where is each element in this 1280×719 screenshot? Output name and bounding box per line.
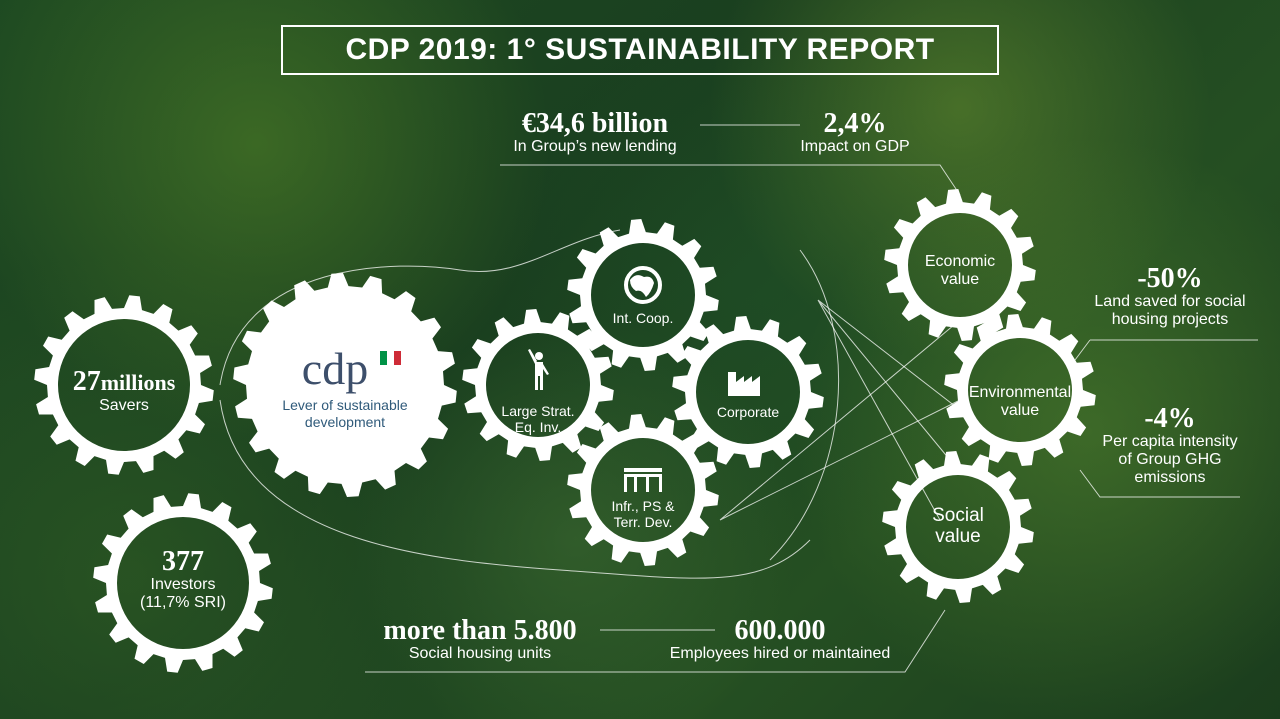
label-line: Infr., PS &: [611, 498, 675, 514]
stat-value: -50%: [1137, 263, 1203, 294]
stat-ghg: -4% Per capita intensity of Group GHG em…: [1080, 405, 1260, 487]
label-line: Eq. Inv.: [514, 419, 562, 435]
gear-social: [882, 451, 1034, 603]
stat-employees: 600.000 Employees hired or maintained: [645, 617, 915, 663]
label-line: Large Strat.: [501, 403, 575, 419]
globe-icon: [624, 266, 662, 304]
stat-label: housing projects: [1111, 311, 1229, 328]
stat-housing: more than 5.800 Social housing units: [360, 617, 600, 663]
person-icon: [528, 349, 549, 390]
stat-value: 600.000: [734, 615, 826, 646]
gear-environmental: [944, 314, 1096, 466]
stat-label: Land saved for social: [1094, 293, 1246, 310]
label-line: Social: [932, 505, 984, 526]
stat-label: (11,7% SRI): [140, 594, 226, 611]
stat-label: Investors: [150, 576, 216, 593]
stat-label: Per capita intensity: [1102, 433, 1238, 450]
investors-stat: 377 Investors (11,7% SRI): [113, 548, 253, 612]
gear-infr: [567, 414, 719, 566]
cdp-label: Lever of sustainable: [282, 397, 408, 413]
gear-label-large-strat: Large Strat. Eq. Inv.: [478, 403, 598, 435]
stat-value: 2,4%: [823, 108, 887, 139]
building-icon: [624, 468, 662, 492]
label-line: value: [1000, 402, 1040, 419]
label-line: Economic: [924, 253, 996, 270]
gear-corporate: [672, 316, 824, 468]
gear-label-infr: Infr., PS & Terr. Dev.: [583, 498, 703, 530]
gear-economic: [884, 189, 1036, 341]
stat-label: Social housing units: [408, 645, 552, 662]
stat-unit: millions: [100, 370, 176, 395]
stat-lending: €34,6 billion In Group’s new lending: [490, 110, 700, 156]
label-line: Terr. Dev.: [613, 514, 673, 530]
stat-value: €34,6 billion: [521, 108, 669, 139]
gear-label-environmental: Environmental value: [955, 384, 1085, 420]
stat-value: more than 5.800: [383, 615, 577, 646]
gear-cdp: [233, 273, 457, 497]
gear-label-social: Social value: [898, 505, 1018, 547]
cdp-logo: cdp: [301, 343, 369, 394]
stat-value: 377: [162, 546, 204, 577]
gear-label-int-coop: Int. Coop.: [612, 310, 674, 326]
stat-label: Employees hired or maintained: [669, 645, 891, 662]
stat-gdp: 2,4% Impact on GDP: [780, 110, 930, 156]
stat-land: -50% Land saved for social housing proje…: [1080, 265, 1260, 329]
stat-label: Savers: [99, 397, 149, 414]
factory-icon: [728, 372, 760, 396]
gear-label-corporate: Corporate: [716, 404, 780, 420]
stat-value: -4%: [1144, 403, 1196, 434]
label-line: value: [935, 526, 981, 547]
savers-stat: 27millions Savers: [54, 368, 194, 415]
gear-large-strat: [462, 309, 614, 461]
stat-label: Impact on GDP: [800, 138, 910, 155]
gear-int-coop: [567, 219, 719, 371]
cdp-flag: [380, 351, 401, 365]
connector-lines: [219, 124, 1258, 673]
stat-label: In Group’s new lending: [513, 138, 677, 155]
stat-label: of Group GHG: [1118, 451, 1222, 468]
gear-label-economic: Economic value: [900, 253, 1020, 289]
cdp-center: cdp Lever of sustainable development: [255, 345, 435, 431]
stat-value: 27: [72, 366, 101, 397]
stat-label: emissions: [1134, 469, 1206, 486]
cdp-label: development: [304, 414, 386, 430]
label-line: value: [940, 271, 980, 288]
page-title: CDP 2019: 1° SUSTAINABILITY REPORT: [281, 25, 999, 75]
label-line: Environmental: [968, 384, 1072, 401]
